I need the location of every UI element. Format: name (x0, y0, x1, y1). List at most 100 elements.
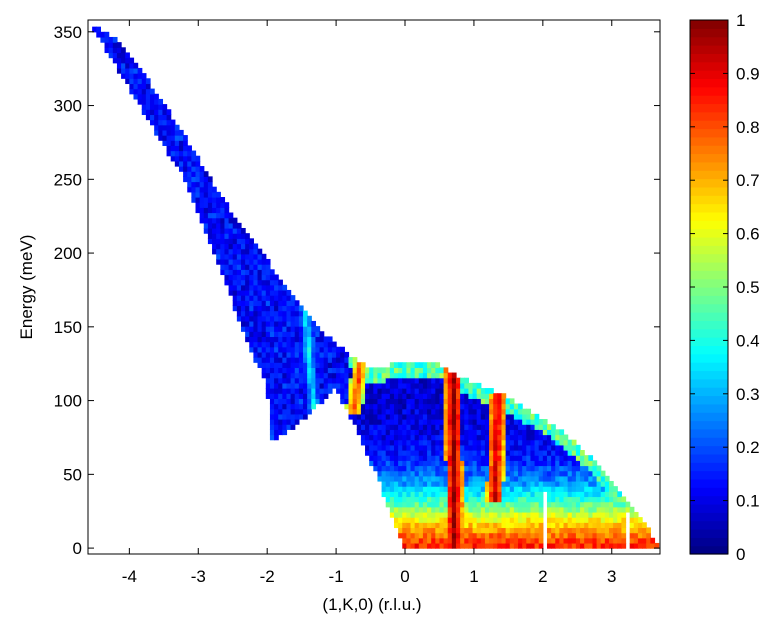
heatmap-cell (278, 341, 283, 348)
heatmap-cell (526, 470, 532, 477)
heatmap-cell (278, 289, 283, 296)
heatmap-cell (439, 465, 445, 472)
heatmap-cell (439, 419, 445, 425)
heatmap-cell (538, 537, 544, 544)
heatmap-cell (116, 52, 122, 59)
heatmap-cell (567, 501, 573, 508)
heatmap-cell (315, 326, 321, 332)
heatmap-cell (311, 367, 317, 374)
heatmap-cell (369, 419, 374, 425)
heatmap-cell (609, 527, 614, 534)
heatmap-cell (406, 398, 412, 405)
heatmap-cell (501, 532, 507, 539)
heatmap-cell (464, 413, 470, 420)
heatmap-cell (257, 253, 263, 260)
heatmap-cell (592, 522, 598, 529)
heatmap-cell (427, 460, 432, 467)
y-tick-label: 100 (54, 392, 82, 411)
heatmap-cell (278, 300, 283, 307)
heatmap-cell (365, 439, 370, 446)
heatmap-cell (592, 475, 598, 482)
heatmap-cell (303, 331, 308, 338)
heatmap-cell (559, 439, 565, 446)
heatmap-cell (269, 413, 275, 420)
heatmap-cell (212, 238, 217, 245)
heatmap-cell (480, 460, 486, 467)
heatmap-cell (435, 465, 441, 472)
heatmap-cell (398, 362, 403, 368)
heatmap-cell (522, 450, 527, 456)
heatmap-cell (451, 527, 457, 534)
heatmap-cell (456, 542, 461, 549)
heatmap-cell (480, 403, 486, 410)
heatmap-cell (542, 455, 548, 461)
heatmap-cell (518, 496, 523, 503)
heatmap-cell (158, 119, 164, 126)
heatmap-cell (116, 47, 122, 54)
heatmap-cell (526, 532, 532, 539)
heatmap-cell (480, 475, 486, 482)
heatmap-cell (439, 450, 445, 456)
heatmap-cell (249, 264, 254, 270)
heatmap-cell (476, 460, 482, 467)
heatmap-cell (373, 434, 379, 441)
heatmap-cell (298, 336, 304, 343)
heatmap-cell (559, 506, 565, 513)
heatmap-cell (319, 357, 325, 363)
heatmap-cell (646, 542, 651, 549)
heatmap-cell (290, 362, 296, 368)
heatmap-cell (497, 506, 503, 513)
heatmap-cell (501, 465, 507, 472)
heatmap-cell (245, 310, 250, 317)
heatmap-cell (501, 398, 507, 405)
heatmap-cell (162, 129, 168, 136)
heatmap-cell (427, 444, 432, 451)
heatmap-cell (580, 537, 585, 544)
heatmap-cell (154, 129, 159, 136)
heatmap-cell (228, 248, 234, 255)
heatmap-cell (464, 455, 470, 461)
heatmap-cell (431, 470, 436, 477)
heatmap-cell (571, 491, 577, 498)
heatmap-cell (365, 367, 370, 374)
heatmap-cell (183, 171, 188, 177)
heatmap-cell (104, 36, 110, 43)
heatmap-cell (274, 346, 279, 353)
heatmap-cell (385, 372, 391, 379)
heatmap-cell (559, 537, 565, 544)
heatmap-cell (133, 93, 139, 100)
heatmap-cell (282, 408, 288, 415)
heatmap-cell (195, 207, 201, 214)
heatmap-cell (518, 522, 523, 529)
heatmap-cell (274, 274, 279, 281)
heatmap-cell (294, 408, 300, 415)
heatmap-cell (518, 501, 523, 508)
heatmap-cell (563, 450, 569, 456)
heatmap-cell (274, 341, 279, 348)
heatmap-cell (282, 320, 288, 327)
heatmap-cell (265, 269, 271, 276)
heatmap-cell (629, 537, 635, 544)
heatmap-cell (398, 475, 403, 482)
heatmap-cell (278, 429, 283, 436)
heatmap-cell (158, 114, 164, 121)
heatmap-cell (410, 475, 416, 482)
heatmap-cell (290, 341, 296, 348)
heatmap-cell (187, 155, 192, 162)
heatmap-cell (282, 289, 288, 296)
heatmap-cell (451, 444, 457, 451)
heatmap-cell (253, 341, 259, 348)
heatmap-cell (518, 444, 523, 451)
heatmap-cell (406, 424, 412, 430)
heatmap-cell (497, 455, 503, 461)
colorbar-segment (690, 120, 728, 130)
heatmap-cell (435, 522, 441, 529)
heatmap-cell (265, 284, 271, 291)
heatmap-cell (389, 398, 395, 405)
heatmap-cell (493, 470, 498, 477)
heatmap-cell (129, 83, 135, 90)
colorbar-segment (690, 337, 728, 346)
heatmap-cell (559, 527, 565, 534)
heatmap-cell (480, 532, 486, 539)
heatmap-cell (526, 522, 532, 529)
